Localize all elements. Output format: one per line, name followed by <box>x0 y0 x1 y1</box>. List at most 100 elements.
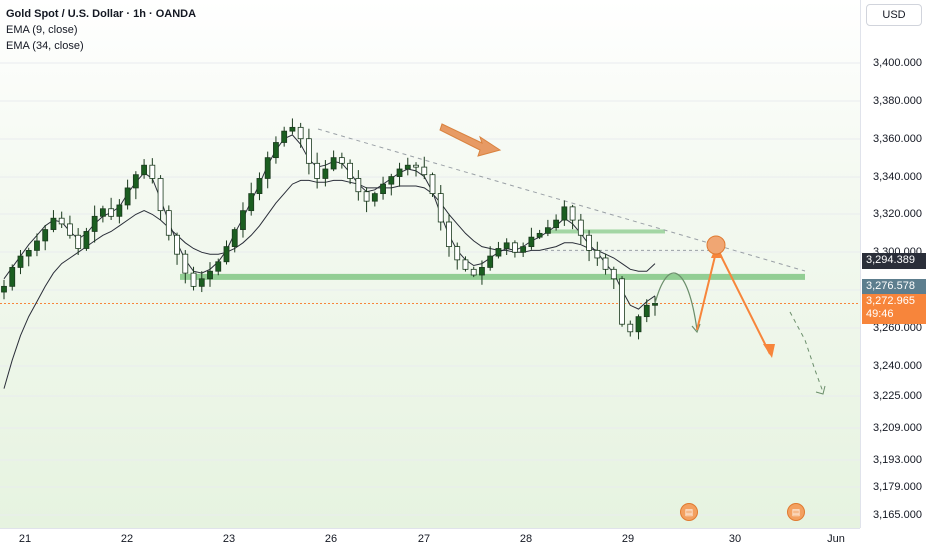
candle-body <box>553 219 560 229</box>
candle-body <box>182 253 189 274</box>
candle-body <box>273 142 279 159</box>
candle-body <box>635 316 642 333</box>
candle-body <box>223 246 230 263</box>
time-tick-label: 26 <box>324 533 338 545</box>
candle-body <box>281 130 288 143</box>
candle-body <box>330 157 337 170</box>
candle-body <box>124 187 131 206</box>
candle-body <box>289 126 296 132</box>
price-tick-label: 3,380.000 <box>873 95 922 107</box>
candle-body <box>314 162 321 179</box>
candle-body <box>42 229 49 242</box>
price-tick-label: 3,165.000 <box>873 509 922 521</box>
price-tick-label: 3,240.000 <box>873 360 922 372</box>
candle-body <box>610 268 617 280</box>
chart-legend: Gold Spot / U.S. Dollar · 1h · OANDA EMA… <box>6 6 196 54</box>
candle-body <box>503 242 510 249</box>
candle-body <box>116 204 123 217</box>
price-tick-label: 3,193.000 <box>873 454 922 466</box>
candle-body <box>207 270 213 280</box>
candle-body <box>75 234 82 249</box>
candle-body <box>34 240 40 251</box>
time-tick-label: 30 <box>728 533 742 545</box>
candle-body <box>446 221 452 248</box>
candle-body <box>643 304 650 318</box>
candle-body <box>454 246 461 261</box>
dashed-extension <box>789 311 824 393</box>
candle-body <box>132 174 139 189</box>
candle-body <box>602 257 609 270</box>
forecast-arrow-head <box>763 344 775 358</box>
candle-body <box>371 193 378 202</box>
trendline <box>317 128 806 272</box>
candle-body <box>413 164 419 168</box>
ema-fast-legend[interactable]: EMA (9, close) <box>6 24 78 36</box>
flag-icon[interactable]: ▤ <box>680 503 698 521</box>
candle-body <box>91 215 98 232</box>
bar-countdown: 49:46 <box>866 308 894 320</box>
candle-body <box>363 191 370 202</box>
candle-body <box>512 242 518 253</box>
candle-body <box>190 272 197 287</box>
time-tick-label: Jun <box>827 533 845 545</box>
price-tick-label: 3,340.000 <box>873 171 922 183</box>
candle-body <box>520 246 527 253</box>
ema34-line <box>3 179 656 389</box>
ema-slow-legend[interactable]: EMA (34, close) <box>6 40 84 52</box>
symbol-title[interactable]: Gold Spot / U.S. Dollar · 1h · OANDA <box>6 8 197 20</box>
price-tick-label: 3,260.000 <box>873 322 922 334</box>
candle-body <box>50 217 57 230</box>
last-price-label: 3,272.965 49:46 <box>862 294 926 324</box>
candle-body <box>99 208 106 217</box>
price-tick-label: 3,209.000 <box>873 422 922 434</box>
candle-body <box>544 227 551 234</box>
candle-body <box>652 302 658 306</box>
candle-body <box>149 164 156 179</box>
chart-plot-area[interactable]: Gold Spot / U.S. Dollar · 1h · OANDA EMA… <box>0 0 860 528</box>
candle-body <box>594 249 601 259</box>
price-tick-label: 3,179.000 <box>873 481 922 493</box>
time-tick-label: 22 <box>120 533 134 545</box>
candle-body <box>248 193 255 212</box>
candle-body <box>479 267 485 276</box>
price-tick-label: 3,320.000 <box>873 208 922 220</box>
candle-body <box>380 183 386 195</box>
currency-selector[interactable]: USD <box>866 4 922 26</box>
dashed-extension-arrow <box>815 385 826 395</box>
candle-body <box>619 278 625 325</box>
candle-body <box>462 259 469 270</box>
candle-body <box>231 229 238 248</box>
candle-body <box>388 176 395 185</box>
candle-body <box>108 208 115 217</box>
candle-body <box>470 268 477 276</box>
candle-body <box>429 174 436 195</box>
time-tick-label: 29 <box>621 533 635 545</box>
time-axis[interactable]: 21 22 23 26 27 28 29 30 Jun <box>0 528 860 551</box>
candle-body <box>165 210 172 236</box>
candle-body <box>256 178 263 195</box>
price-axis[interactable]: 3,400.000 3,380.000 3,360.000 3,340.000 3,32… <box>860 0 932 528</box>
candle-body <box>9 267 16 287</box>
candle-body <box>174 234 180 255</box>
price-tick-label: 3,360.000 <box>873 133 922 145</box>
candle-body <box>198 278 205 287</box>
price-chart[interactable] <box>0 0 860 528</box>
candle-body <box>561 206 568 221</box>
time-tick-label: 21 <box>18 533 32 545</box>
candle-body <box>215 261 222 272</box>
candle-body <box>157 178 164 212</box>
projection-curve <box>654 272 698 331</box>
time-tick-label: 23 <box>222 533 236 545</box>
flag-icon[interactable]: ▤ <box>787 503 805 521</box>
candle-body <box>421 166 428 176</box>
candle-body <box>404 164 411 170</box>
bearish-arrow <box>439 123 502 157</box>
last-price-value: 3,272.965 <box>866 295 915 307</box>
candle-body <box>347 162 354 179</box>
time-tick-label: 27 <box>417 533 431 545</box>
ema9-price-label: 3,276.578 <box>862 279 926 295</box>
candle-body <box>396 168 403 177</box>
time-tick-label: 28 <box>519 533 533 545</box>
price-tick-label: 3,225.000 <box>873 390 922 402</box>
candle-body <box>487 255 494 268</box>
